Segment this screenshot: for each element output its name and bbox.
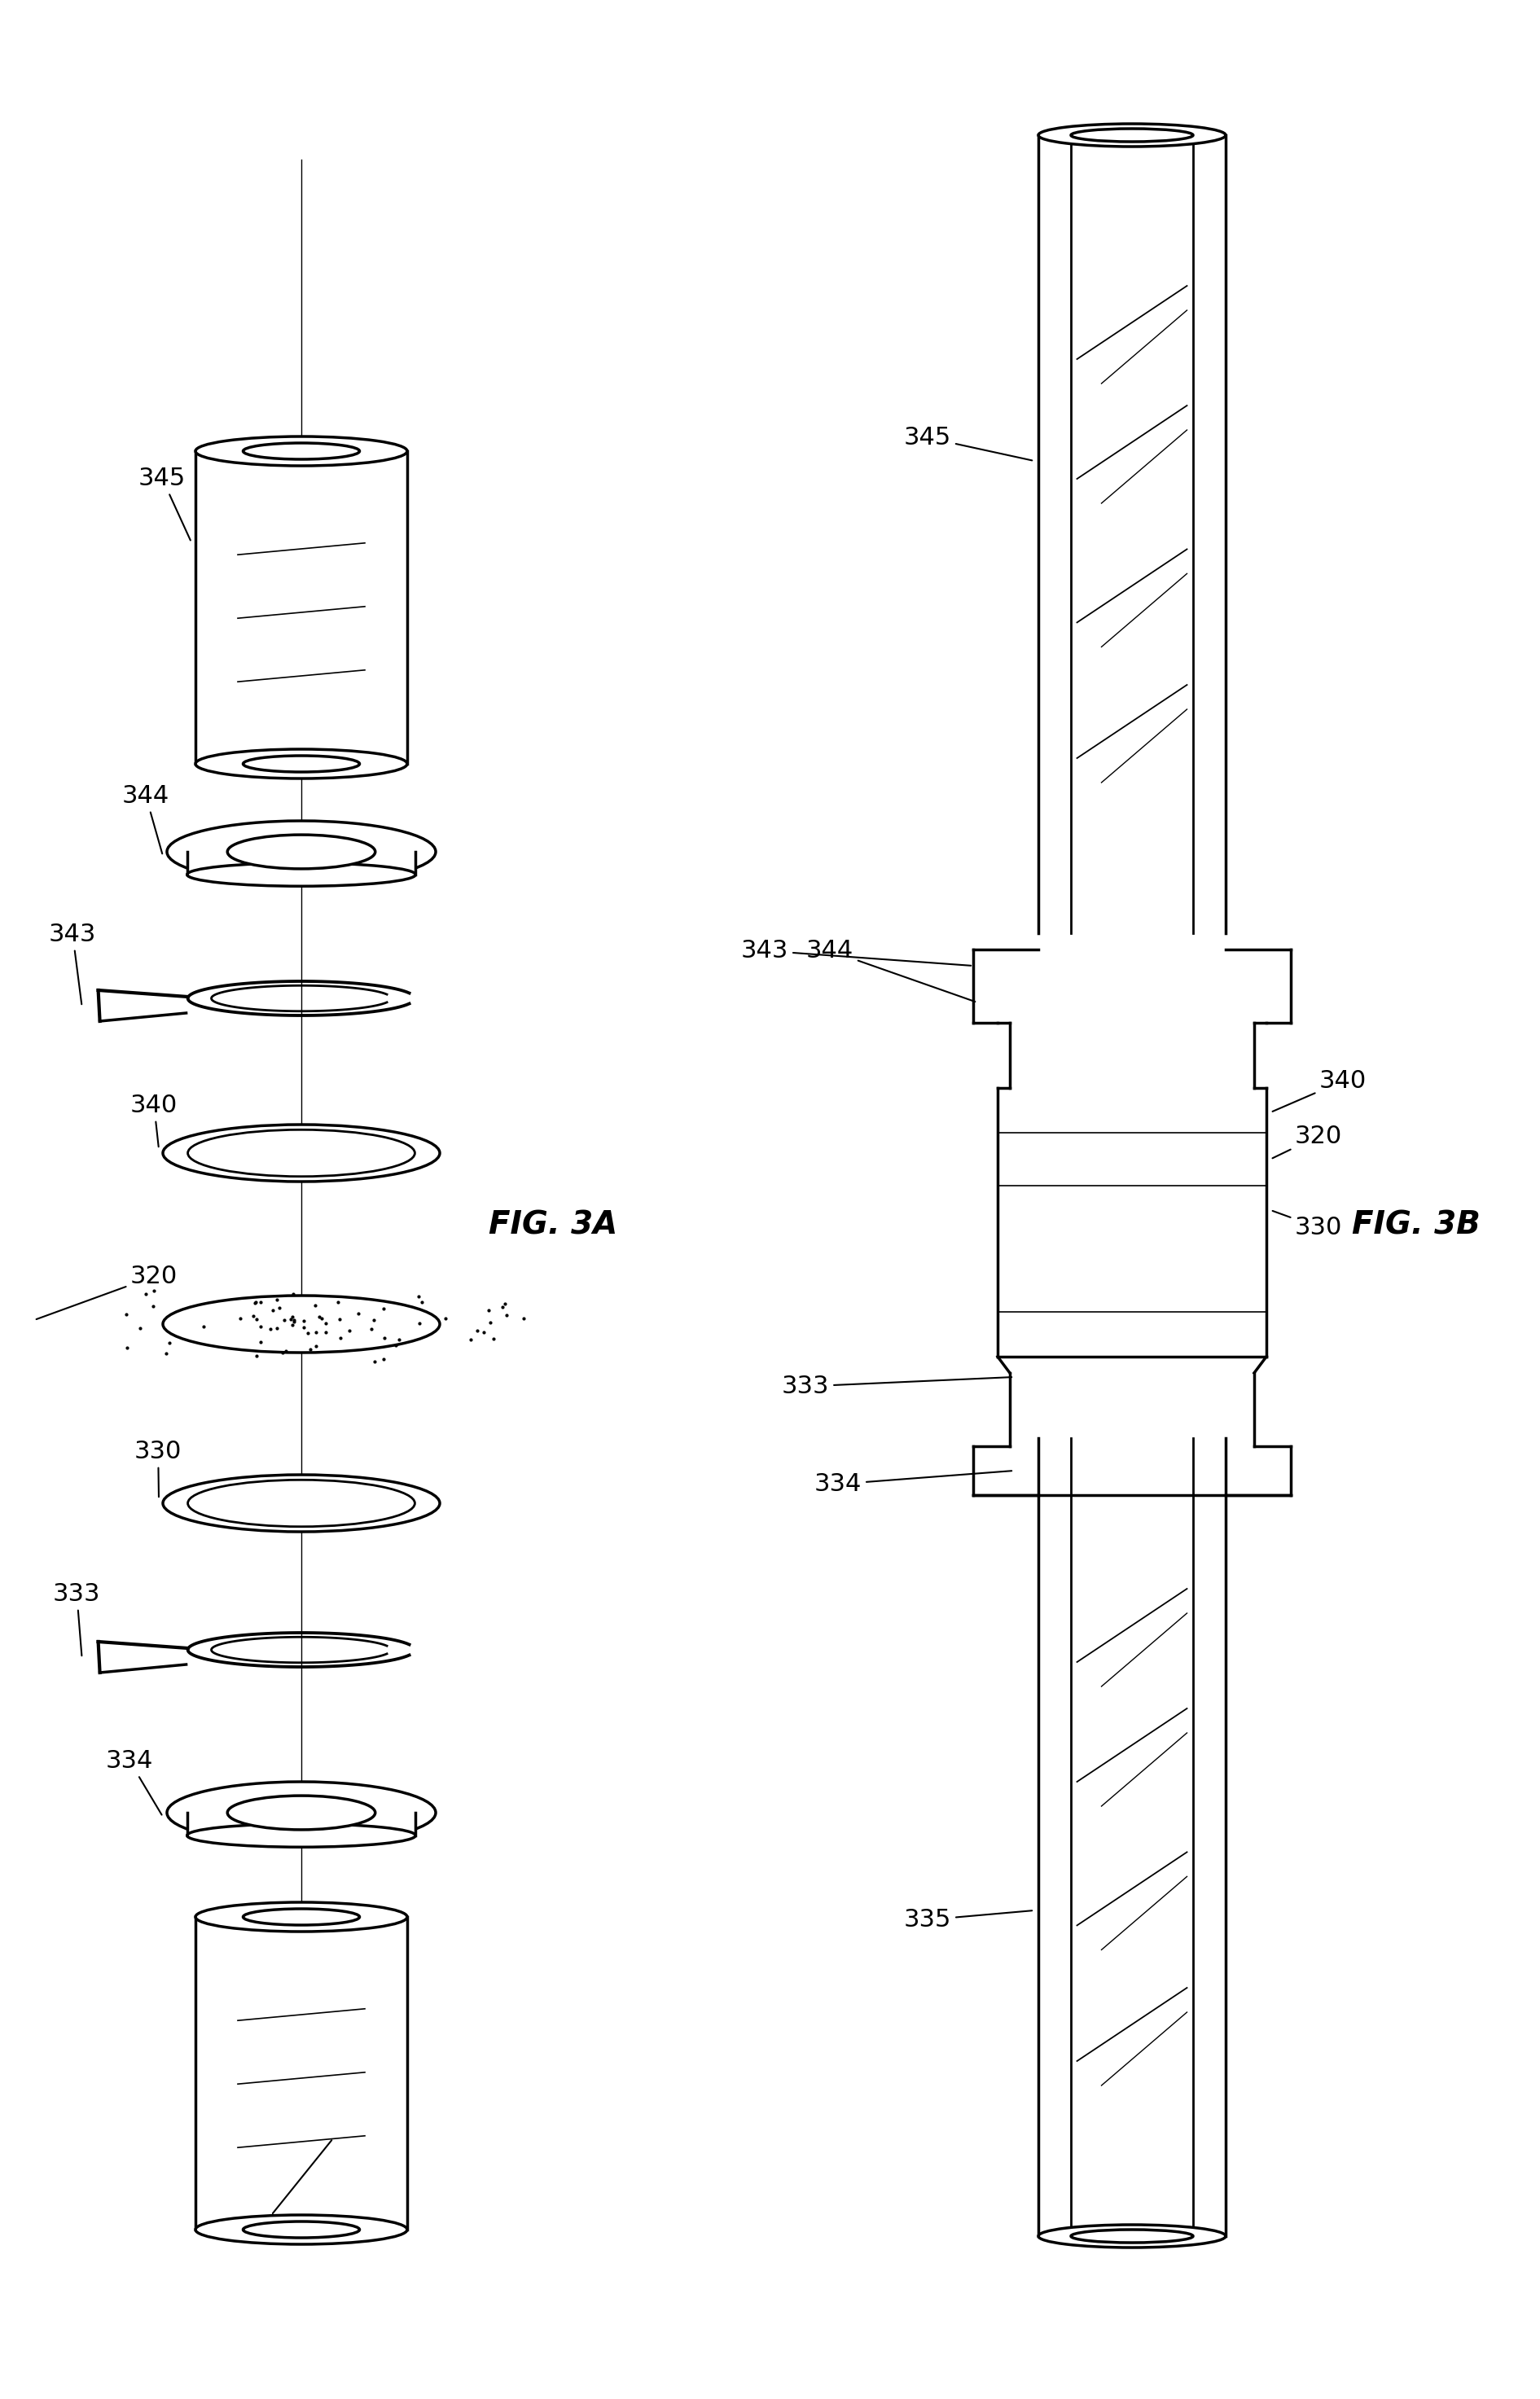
Text: 320: 320 bbox=[1272, 1125, 1343, 1159]
Ellipse shape bbox=[166, 820, 436, 883]
Ellipse shape bbox=[1070, 2229, 1194, 2243]
Text: 334: 334 bbox=[106, 1749, 162, 1814]
Ellipse shape bbox=[163, 1125, 440, 1183]
Ellipse shape bbox=[1070, 130, 1194, 142]
Text: 344: 344 bbox=[807, 938, 975, 1003]
Text: 330: 330 bbox=[1272, 1211, 1343, 1240]
Text: 333: 333 bbox=[782, 1375, 1012, 1399]
Bar bbox=[1070, 950, 1194, 1423]
Ellipse shape bbox=[186, 1823, 416, 1847]
Bar bbox=[1070, 134, 1194, 933]
Bar bbox=[1038, 1437, 1070, 2236]
Text: 335: 335 bbox=[904, 1907, 1032, 1931]
Ellipse shape bbox=[228, 835, 376, 868]
Ellipse shape bbox=[186, 864, 416, 885]
Ellipse shape bbox=[1038, 2224, 1226, 2248]
Text: 333: 333 bbox=[52, 1583, 100, 1655]
Text: 340: 340 bbox=[1272, 1070, 1366, 1111]
Text: 334: 334 bbox=[815, 1471, 1012, 1497]
Text: 345: 345 bbox=[904, 427, 1032, 461]
Ellipse shape bbox=[196, 1902, 407, 1931]
Bar bbox=[186, 1814, 416, 1835]
Ellipse shape bbox=[1038, 125, 1226, 146]
Ellipse shape bbox=[228, 1797, 376, 1830]
Text: 335: 335 bbox=[236, 2140, 331, 2241]
Ellipse shape bbox=[243, 1910, 359, 1924]
Text: FIG. 3B: FIG. 3B bbox=[1352, 1209, 1480, 1240]
Bar bbox=[196, 1917, 407, 2229]
Bar bbox=[1194, 1437, 1226, 2236]
Bar bbox=[186, 852, 416, 876]
Ellipse shape bbox=[243, 444, 359, 458]
Text: 345: 345 bbox=[139, 468, 191, 540]
Bar bbox=[1070, 1437, 1194, 2236]
Ellipse shape bbox=[243, 756, 359, 772]
Ellipse shape bbox=[188, 1130, 414, 1176]
Bar bbox=[196, 451, 407, 763]
Ellipse shape bbox=[188, 1480, 414, 1526]
Ellipse shape bbox=[163, 1475, 440, 1531]
Text: FIG. 3A: FIG. 3A bbox=[488, 1209, 618, 1240]
Text: 344: 344 bbox=[122, 784, 169, 854]
Bar bbox=[1194, 134, 1226, 933]
Text: 343: 343 bbox=[741, 938, 970, 967]
Ellipse shape bbox=[163, 1295, 440, 1353]
Text: 320: 320 bbox=[37, 1264, 177, 1319]
Bar bbox=[1038, 134, 1070, 933]
Text: 340: 340 bbox=[131, 1094, 177, 1147]
Ellipse shape bbox=[166, 1782, 436, 1842]
Ellipse shape bbox=[196, 748, 407, 780]
Ellipse shape bbox=[196, 2214, 407, 2245]
Ellipse shape bbox=[196, 437, 407, 465]
Ellipse shape bbox=[243, 2221, 359, 2238]
Text: 343: 343 bbox=[49, 924, 97, 1005]
Text: 330: 330 bbox=[134, 1439, 182, 1497]
